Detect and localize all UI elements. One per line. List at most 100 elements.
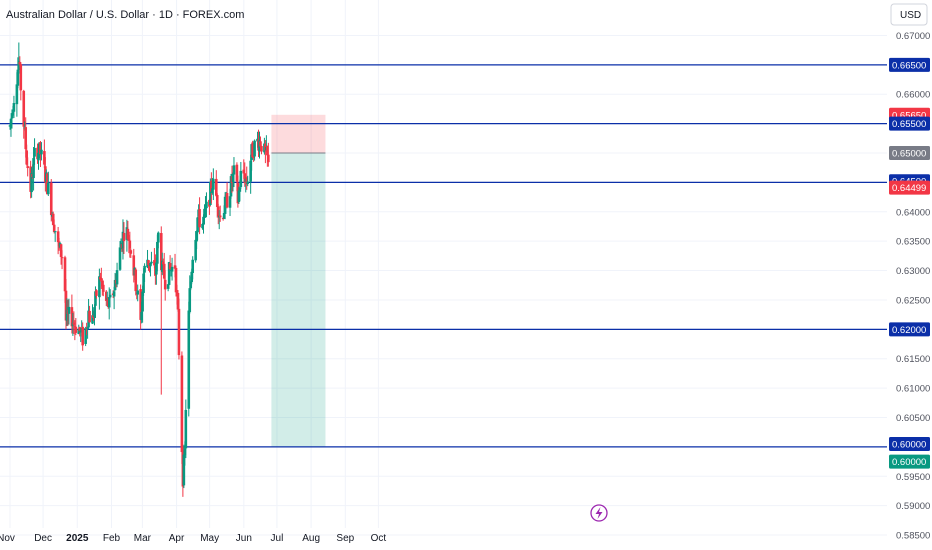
candle-body [136,290,139,295]
candle-body [243,173,247,184]
candle-body [210,180,213,192]
x-tick-label: Feb [103,533,121,544]
candle-body [59,244,63,257]
x-tick-label: Apr [169,533,185,544]
candle-body [26,166,29,169]
candle-body [266,146,269,156]
candle-body [40,149,43,155]
candle-body [252,156,255,159]
candle-body [18,62,22,65]
candle-body [122,232,126,242]
candle-body [188,288,192,313]
x-axis: Nov Dec 2025 Feb Mar Apr May Jun Jul Aug Sep Oct [0,533,386,544]
candle-body [91,315,94,324]
candle-body [102,284,105,292]
candle-body [32,158,35,179]
candle-body [81,326,84,346]
candle-body [88,310,91,323]
price-tag-label: 0.64499 [892,183,926,194]
candle-body [176,292,180,310]
candle-body [222,212,226,219]
candle-body [156,241,159,264]
x-tick-label: Dec [34,533,52,544]
y-tick-label: 0.60500 [896,413,930,424]
stop-loss-zone [271,114,326,154]
candle-body [115,270,119,285]
candle-body [24,127,28,150]
candle-body [218,215,222,218]
candle-body [142,273,145,293]
candle-body [209,181,212,205]
candle-body [56,231,60,243]
candle-body [159,233,163,271]
candle-body [43,151,46,165]
x-tick-label: Jul [271,533,284,544]
candle-body [205,201,208,209]
candle-body [53,231,57,233]
candle-body [161,261,165,265]
candle-body [237,190,241,202]
candle-body [253,140,256,157]
candle-body [139,289,142,320]
candle-body [127,238,131,241]
candle-body [94,291,97,306]
x-tick-label: May [200,533,219,544]
candle-body [8,125,12,127]
candles [8,42,270,497]
candle-body [238,188,242,192]
candle-body [211,188,214,194]
currency-box[interactable] [890,3,928,26]
candle-body [16,69,20,86]
candle-body [141,291,144,312]
candle-body [100,277,103,280]
candle-body [33,147,36,157]
candle-body [98,276,101,298]
candle-body [79,330,83,333]
candle-body [189,281,193,289]
candle-body [203,208,206,217]
candle-body [78,327,82,332]
candle-body [201,223,204,229]
x-tick-label: Mar [134,533,152,544]
candle-body [190,271,194,283]
candle-body [12,103,16,112]
candle-body [9,118,13,126]
currency-label[interactable]: USD [900,10,921,21]
candle-body [242,169,246,174]
candle-body [245,177,249,185]
candle-body [264,143,267,151]
candle-body [194,239,197,261]
candle-body [47,182,50,195]
candle-body [107,297,111,308]
price-tags: 0.665000.656500.655000.650000.645000.644… [889,57,930,469]
candle-body [132,255,136,276]
candle-body [150,261,153,264]
candle-body [182,454,186,486]
x-tick-label: Oct [371,533,387,544]
candle-body [163,279,167,290]
candle-body [101,280,104,287]
candle-body [37,152,40,161]
candle-body [239,170,243,188]
candle-body [235,164,239,182]
price-tag-label: 0.62000 [892,325,926,336]
y-tick-label: 0.61500 [896,354,930,365]
price-tag-label: 0.65000 [892,149,926,160]
x-tick-label: Nov [0,533,15,544]
candle-body [140,311,143,321]
price-tag [889,436,930,451]
candle-body [86,327,89,330]
candle-body [202,216,205,224]
candle-body [74,326,78,333]
candle-body [63,257,67,292]
lightning-icon[interactable] [590,504,608,522]
candle-body [10,113,14,119]
candle-body [22,90,26,127]
candle-body [180,355,184,453]
candle-body [147,260,150,266]
candle-body [160,260,164,272]
position-zones [271,114,326,447]
candle-body [249,160,252,182]
candle-body [128,240,132,249]
